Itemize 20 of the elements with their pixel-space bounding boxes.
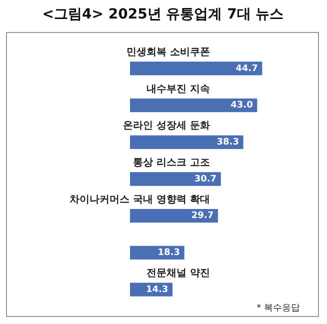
- y-tick-label: 통상 리스크 고조: [133, 158, 210, 169]
- y-tick-label: 내수부진 지속: [146, 84, 210, 95]
- data-label: 38.3: [216, 137, 239, 148]
- y-tick-label: 민생회복 소비쿠폰: [126, 47, 210, 58]
- data-label: 18.3: [158, 248, 180, 258]
- bar: [130, 172, 221, 186]
- y-tick-label: 온라인 성장세 둔화: [123, 120, 210, 132]
- chart-title: <그림4> 2025년 유통업계 7대 뉴스: [42, 6, 284, 23]
- bar: [130, 135, 244, 149]
- bar: [130, 62, 262, 76]
- data-label: 29.7: [191, 211, 214, 222]
- bar: [130, 209, 218, 223]
- data-label: 30.7: [194, 174, 217, 184]
- bar: [130, 98, 258, 112]
- text: * 복수응답: [256, 303, 300, 314]
- data-label: 44.7: [236, 64, 258, 74]
- y-tick-label: 차이나커머스 국내 영향력 확대: [70, 194, 210, 206]
- y-tick-label: 전문채널 약진: [146, 268, 210, 280]
- data-label: 14.3: [146, 284, 168, 295]
- data-label: 43.0: [230, 100, 253, 111]
